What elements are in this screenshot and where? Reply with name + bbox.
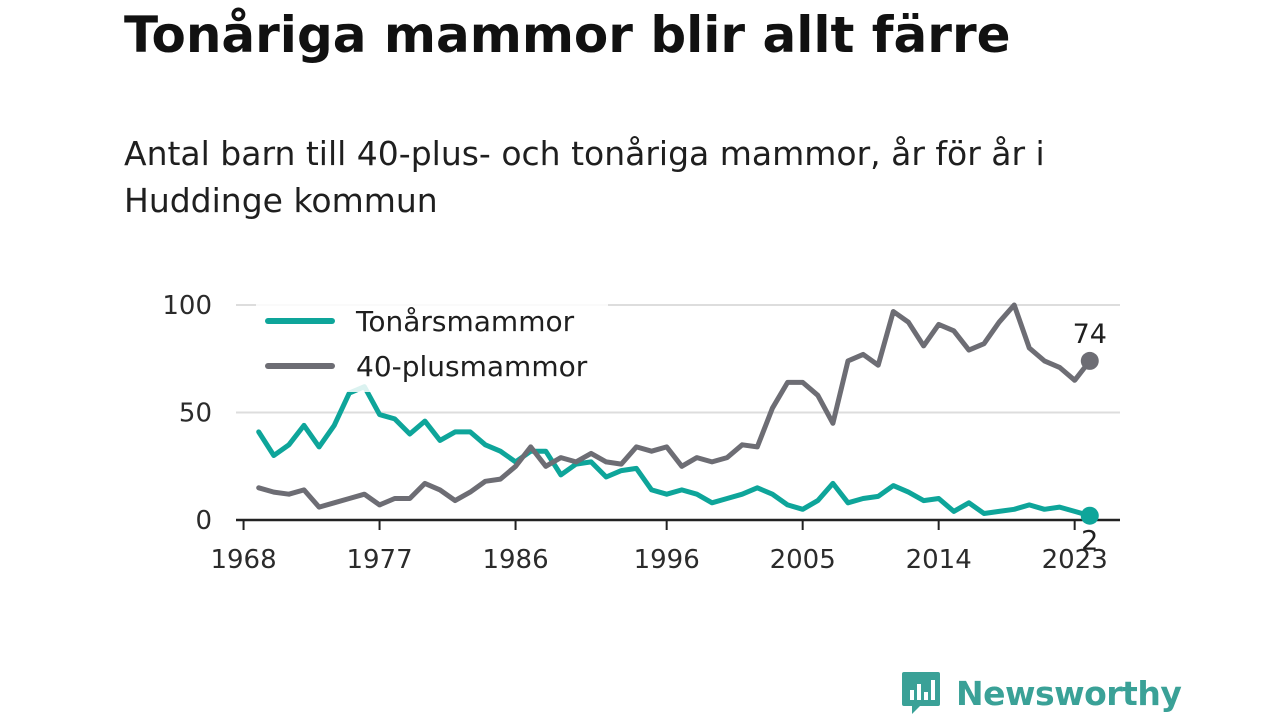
legend-background — [256, 300, 608, 392]
y-tick-label: 100 — [162, 291, 212, 321]
series-line-1 — [256, 302, 1093, 510]
series-end-label-0: 2 — [1081, 526, 1098, 557]
x-tick-label: 1996 — [634, 545, 700, 575]
chart-title: Tonåriga mammor blir allt färre — [124, 6, 1011, 64]
series-lines: 2 74 — [256, 302, 1107, 557]
series-end-label-1: 74 — [1073, 319, 1107, 350]
brand: Newsworthy — [900, 668, 1182, 718]
x-tick-label: 1986 — [482, 545, 548, 575]
x-tick-label: 1968 — [210, 545, 276, 575]
y-tick-label: 50 — [179, 399, 212, 429]
x-axis-ticks: 1968 1977 1986 1996 2005 2014 2023 — [210, 520, 1108, 575]
legend-label-0: Tonårsmammor — [355, 305, 575, 338]
newsworthy-logo-icon — [902, 672, 940, 714]
legend: Tonårsmammor 40-plusmammor — [256, 300, 608, 392]
brand-name: Newsworthy — [956, 673, 1182, 713]
x-tick-label: 1977 — [346, 545, 412, 575]
x-tick-label: 2014 — [906, 545, 972, 575]
y-tick-label: 0 — [195, 506, 212, 536]
series-end-point-0 — [1080, 506, 1099, 525]
series-line-0 — [256, 384, 1093, 519]
series-end-point-1 — [1080, 351, 1099, 370]
x-tick-label: 2023 — [1042, 545, 1108, 575]
chart-subtitle: Antal barn till 40-plus- och tonåriga ma… — [124, 134, 1045, 220]
legend-label-1: 40-plusmammor — [356, 350, 588, 383]
y-axis-ticks: 0 50 100 — [162, 291, 212, 536]
x-tick-label: 2005 — [770, 545, 836, 575]
